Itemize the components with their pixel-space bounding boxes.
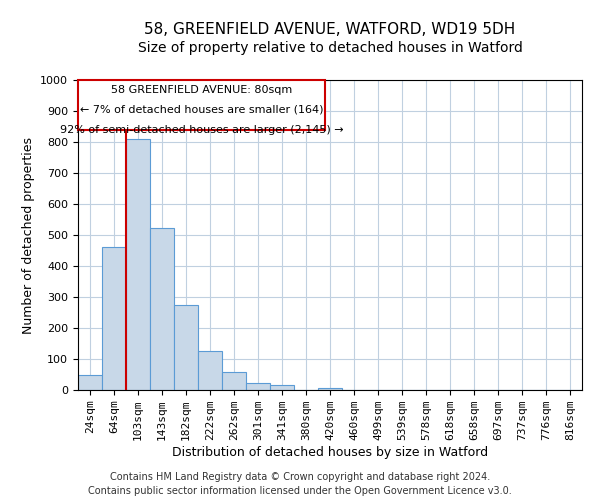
Bar <box>270 386 294 390</box>
Bar <box>102 248 126 390</box>
Text: 58 GREENFIELD AVENUE: 80sqm: 58 GREENFIELD AVENUE: 80sqm <box>111 84 292 94</box>
Text: Contains HM Land Registry data © Crown copyright and database right 2024.: Contains HM Land Registry data © Crown c… <box>110 472 490 482</box>
FancyBboxPatch shape <box>79 80 325 130</box>
Bar <box>150 228 174 390</box>
X-axis label: Distribution of detached houses by size in Watford: Distribution of detached houses by size … <box>172 446 488 459</box>
Bar <box>126 139 150 390</box>
Text: ← 7% of detached houses are smaller (164): ← 7% of detached houses are smaller (164… <box>80 105 323 115</box>
Bar <box>78 375 102 390</box>
Text: 92% of semi-detached houses are larger (2,145) →: 92% of semi-detached houses are larger (… <box>60 125 344 135</box>
Bar <box>246 383 270 390</box>
Bar <box>174 304 198 390</box>
Y-axis label: Number of detached properties: Number of detached properties <box>22 136 35 334</box>
Text: Contains public sector information licensed under the Open Government Licence v3: Contains public sector information licen… <box>88 486 512 496</box>
Text: 58, GREENFIELD AVENUE, WATFORD, WD19 5DH: 58, GREENFIELD AVENUE, WATFORD, WD19 5DH <box>145 22 515 38</box>
Bar <box>222 372 246 390</box>
Bar <box>318 388 342 390</box>
Bar <box>198 351 222 390</box>
Title: Size of property relative to detached houses in Watford: Size of property relative to detached ho… <box>137 41 523 55</box>
